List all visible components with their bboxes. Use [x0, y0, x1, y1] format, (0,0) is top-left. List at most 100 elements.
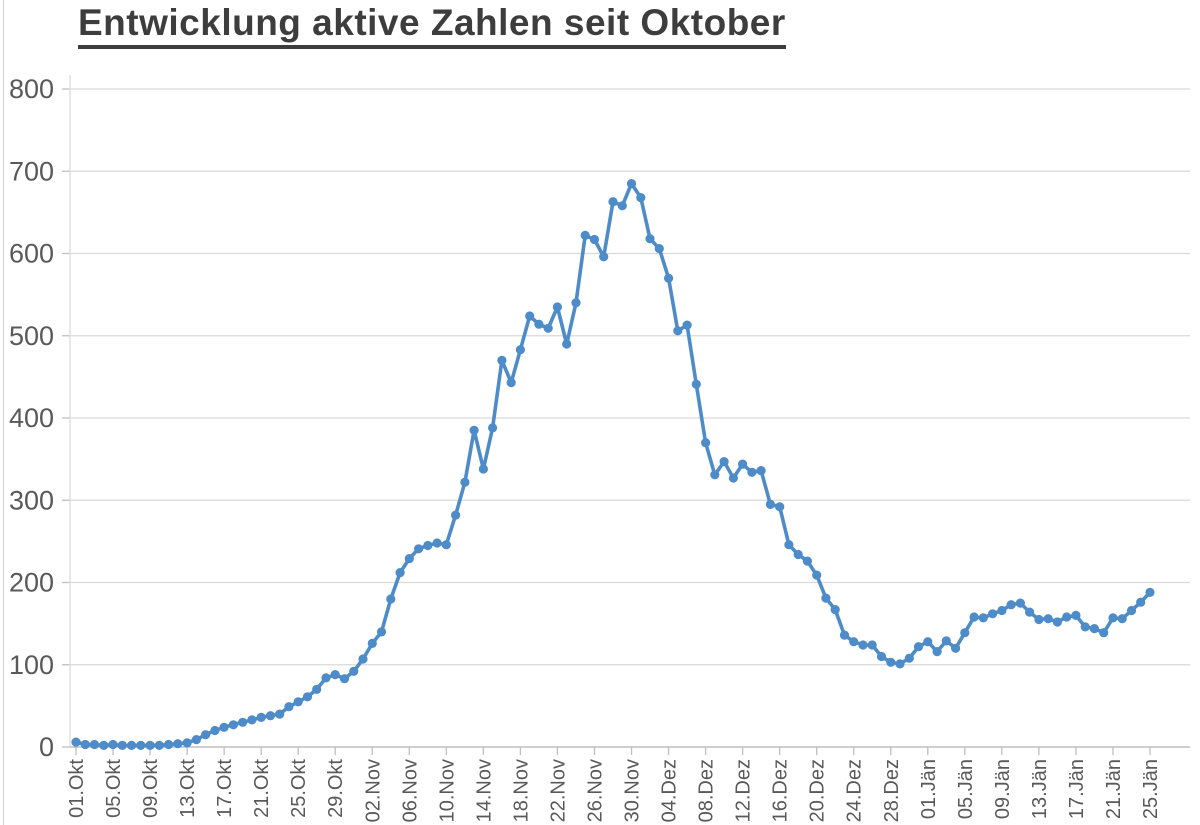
- data-point-marker: [275, 709, 285, 719]
- data-point-marker: [1015, 598, 1025, 608]
- data-point-marker: [543, 323, 553, 333]
- data-point-marker: [154, 740, 164, 751]
- data-point-marker: [488, 423, 498, 433]
- x-axis-label: 17.Okt: [214, 759, 236, 818]
- data-point-marker: [876, 651, 887, 662]
- x-axis-label: 26.Nov: [584, 759, 606, 822]
- data-point-marker: [821, 593, 831, 603]
- y-axis-label: 300: [9, 485, 54, 515]
- data-point-marker: [247, 715, 257, 725]
- data-point-marker: [228, 720, 238, 730]
- x-axis-label: 04.Dez: [659, 759, 681, 822]
- data-point-marker: [302, 692, 313, 702]
- data-point-marker: [376, 627, 387, 637]
- data-point-marker: [219, 722, 229, 732]
- data-point-marker: [858, 640, 868, 650]
- data-point-marker: [404, 554, 414, 564]
- data-point-marker: [1080, 622, 1090, 632]
- data-point-marker: [1117, 614, 1127, 624]
- x-axis-label: 18.Nov: [510, 759, 532, 822]
- data-point-marker: [256, 712, 266, 723]
- data-point-marker: [414, 544, 424, 554]
- data-point-marker: [432, 538, 442, 548]
- data-point-marker: [182, 738, 192, 748]
- x-axis-label: 01.Jän: [918, 759, 940, 819]
- data-point-marker: [701, 438, 711, 448]
- x-axis-label: 02.Nov: [362, 759, 384, 822]
- data-point-marker: [173, 739, 183, 749]
- data-point-marker: [738, 459, 748, 469]
- data-point-marker: [210, 725, 220, 736]
- data-point-marker: [1034, 614, 1044, 625]
- y-axis-label: 800: [9, 74, 54, 104]
- data-point-marker: [913, 642, 924, 652]
- data-point-marker: [645, 234, 655, 244]
- data-point-marker: [960, 628, 970, 638]
- x-axis-label: 16.Dez: [770, 759, 792, 822]
- data-point-marker: [988, 609, 998, 619]
- data-point-marker: [682, 320, 692, 330]
- x-axis-label: 25.Jän: [1140, 759, 1162, 819]
- data-point-marker: [1006, 600, 1016, 610]
- x-axis-label: 21.Jän: [1103, 759, 1125, 819]
- x-axis-label: 20.Dez: [807, 759, 829, 822]
- data-point-marker: [164, 739, 174, 750]
- x-axis-label: 06.Nov: [399, 759, 421, 822]
- x-axis-label: 29.Okt: [325, 759, 347, 818]
- data-point-marker: [580, 230, 590, 240]
- x-axis-label: 22.Nov: [547, 759, 569, 822]
- data-point-marker: [849, 637, 859, 647]
- data-point-marker: [867, 640, 877, 650]
- data-point-marker: [626, 179, 637, 189]
- data-point-marker: [719, 457, 729, 467]
- data-point-marker: [589, 234, 600, 245]
- data-point-marker: [552, 302, 563, 312]
- data-point-marker: [108, 739, 118, 750]
- data-point-marker: [127, 740, 137, 751]
- data-point-marker: [802, 556, 813, 566]
- data-point-marker: [265, 711, 275, 721]
- data-point-marker: [136, 740, 146, 751]
- x-axis-label: 17.Jän: [1066, 759, 1088, 819]
- series-line: [74, 181, 1152, 748]
- data-point-marker: [775, 502, 785, 512]
- x-axis-label: 09.Jän: [992, 759, 1014, 819]
- data-point-marker: [1099, 628, 1109, 638]
- y-axis-label: 700: [9, 156, 54, 186]
- data-point-marker: [664, 273, 674, 283]
- data-point-marker: [117, 740, 127, 751]
- data-point-marker: [654, 244, 664, 254]
- data-point-marker: [201, 730, 211, 740]
- data-point-marker: [599, 252, 609, 262]
- data-point-marker: [1062, 612, 1072, 622]
- data-point-marker: [608, 197, 618, 207]
- x-axis-label: 13.Jän: [1029, 759, 1051, 819]
- data-point-marker: [765, 499, 776, 509]
- data-point-marker: [293, 697, 303, 707]
- data-point-marker: [710, 470, 720, 480]
- data-point-marker: [1071, 610, 1081, 621]
- data-point-marker: [191, 735, 201, 745]
- data-point-marker: [367, 638, 377, 649]
- data-point-marker: [71, 737, 81, 747]
- x-axis-label: 05.Okt: [103, 759, 125, 818]
- data-point-marker: [728, 473, 739, 483]
- data-point-marker: [886, 657, 896, 667]
- data-point-marker: [330, 670, 340, 680]
- data-point-marker: [395, 568, 405, 578]
- data-point-marker: [932, 647, 942, 657]
- data-point-marker: [451, 510, 461, 520]
- data-point-marker: [99, 740, 109, 751]
- data-point-marker: [969, 612, 979, 622]
- x-axis-label: 13.Okt: [177, 759, 199, 818]
- left-edge-divider: [3, 0, 4, 825]
- data-point-marker: [747, 467, 757, 477]
- x-axis-label: 28.Dez: [881, 759, 903, 822]
- data-point-marker: [89, 739, 100, 750]
- data-point-marker: [691, 379, 701, 389]
- data-point-marker: [460, 477, 470, 487]
- data-point-marker: [904, 653, 914, 663]
- data-point-marker: [1089, 624, 1099, 634]
